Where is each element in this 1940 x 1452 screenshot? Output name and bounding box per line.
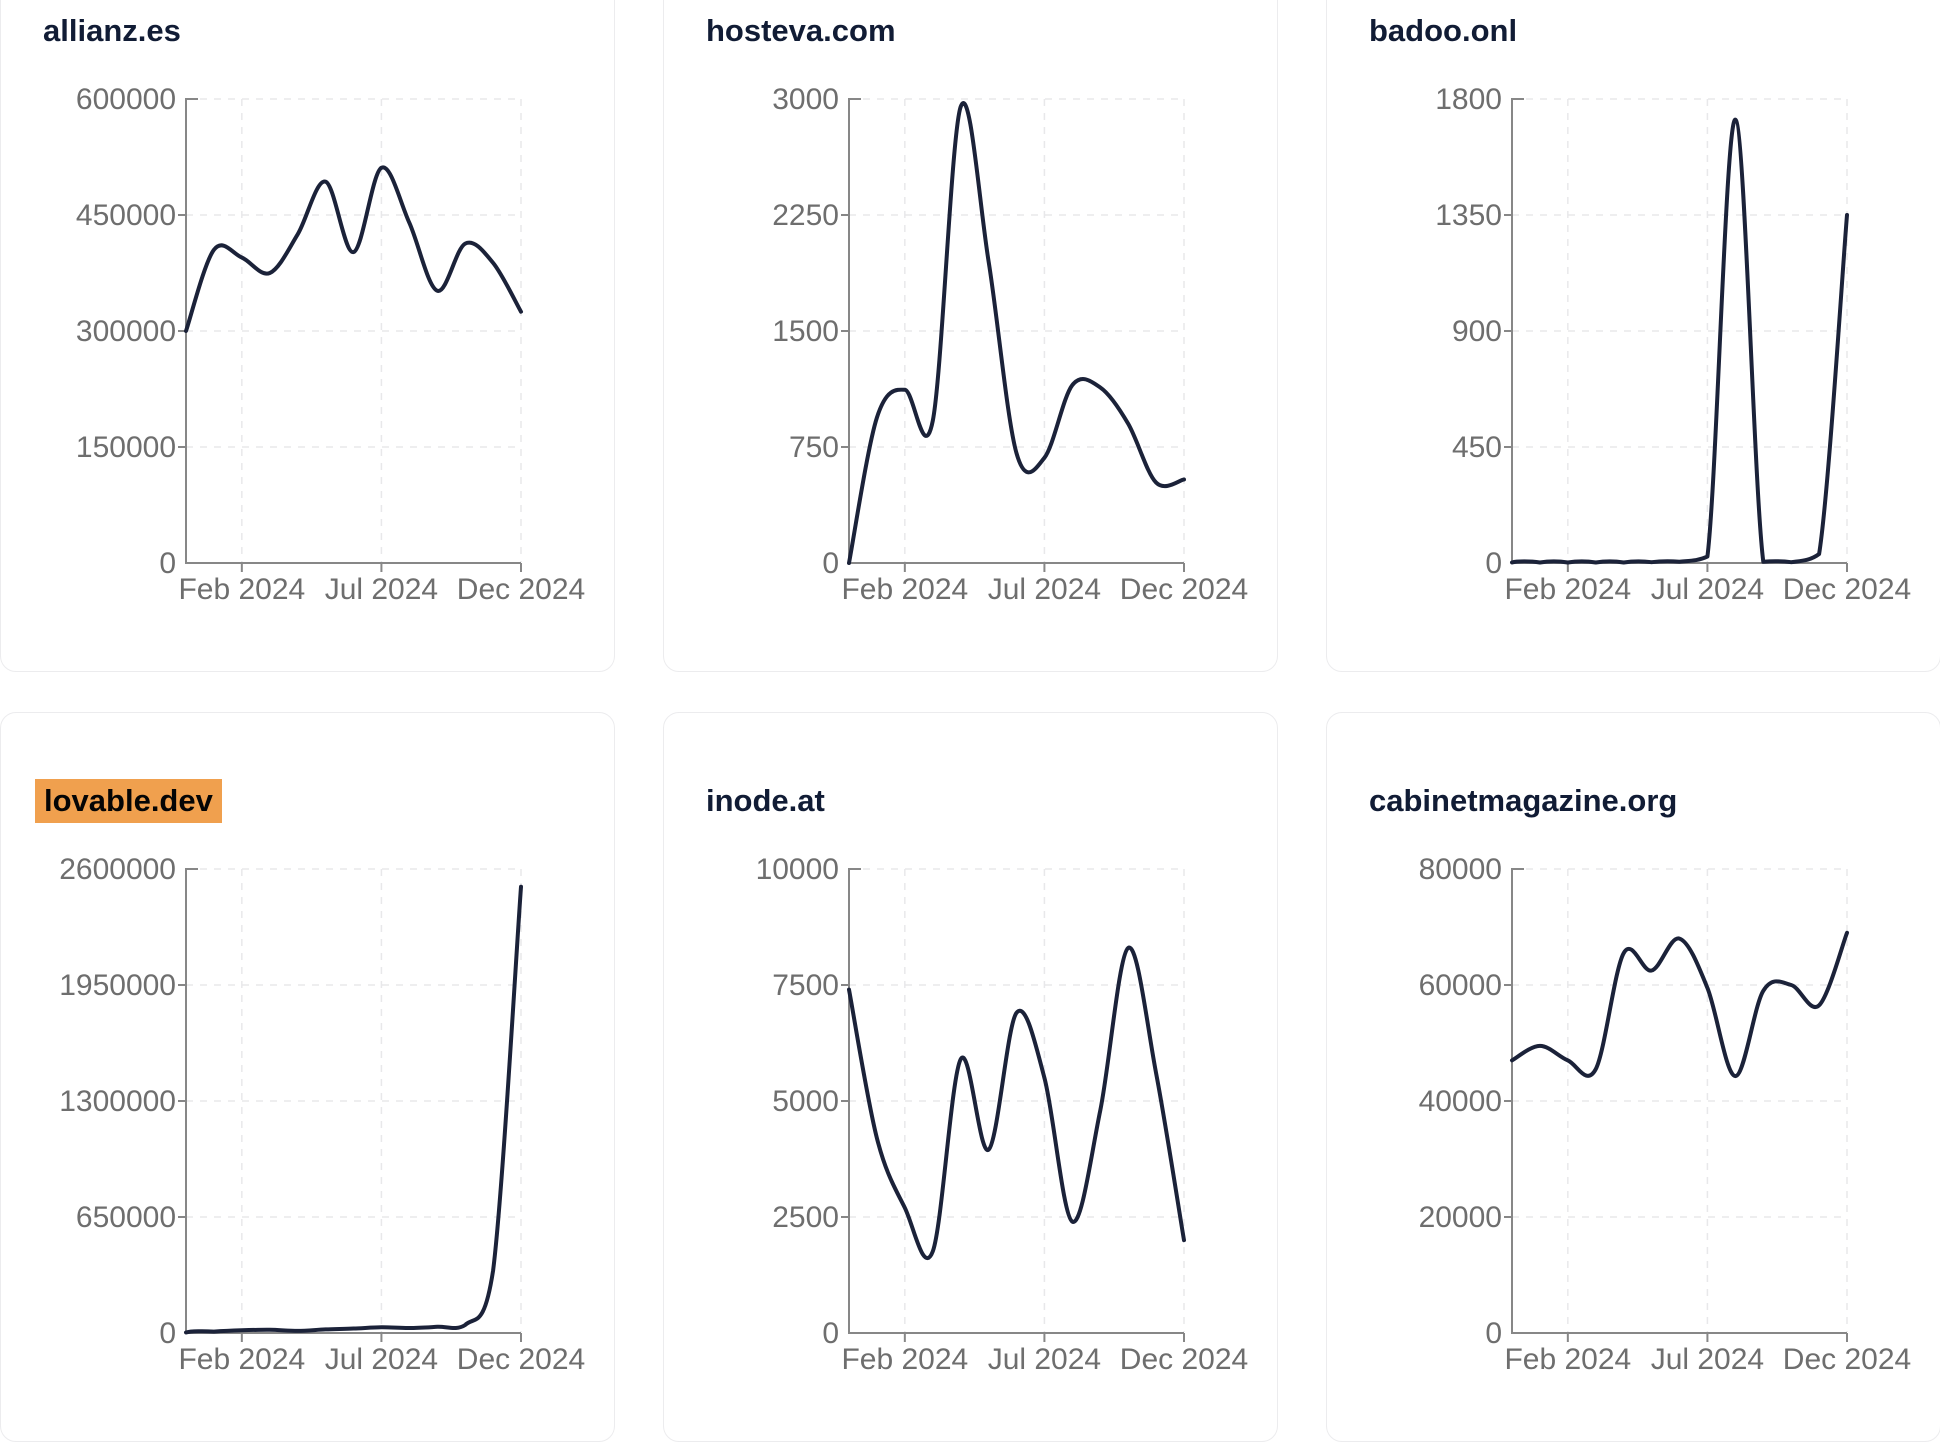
y-axis-label: 300000 [76,315,176,348]
x-axis-label: Dec 2024 [1783,573,1911,606]
chart-title: allianz.es [43,13,181,48]
x-axis-label: Jul 2024 [1651,1343,1764,1376]
chart-title: cabinetmagazine.org [1369,783,1678,818]
x-axis-label: Jul 2024 [325,1343,438,1376]
x-axis-label: Feb 2024 [178,1343,305,1376]
chart-card-hosteva-com: hosteva.com 0 750 1500 2250 3000 Feb 2024 Jul … [663,0,1278,672]
y-axis-label: 450 [1452,431,1502,464]
line-chart-badoo-onl[interactable]: 0 450 900 1350 1800 Feb 2024 Jul 2024 Dec 2024 [1327,0,1940,672]
y-axis-label: 5000 [772,1085,839,1118]
series-line [847,101,1186,565]
line-chart-hosteva-com[interactable]: 0 750 1500 2250 3000 Feb 2024 Jul 2024 Dec 2024 [664,0,1278,672]
y-axis-label: 0 [159,1317,176,1350]
x-axis-label: Feb 2024 [178,573,305,606]
y-axis-label: 40000 [1419,1085,1502,1118]
y-axis-label: 0 [822,1317,839,1350]
y-axis-label: 0 [1485,547,1502,580]
series-line [1510,930,1849,1079]
x-axis-label: Dec 2024 [1120,573,1248,606]
chart-card-inode-at: inode.at 0 2500 5000 7500 10000 Feb 2024 Jul 2… [663,712,1278,1442]
y-axis-label: 650000 [76,1201,176,1234]
y-axis-label: 1350 [1435,199,1502,232]
x-axis-label: Dec 2024 [1783,1343,1911,1376]
series-line [184,165,523,333]
series-line [847,945,1186,1261]
y-axis-label: 600000 [76,83,176,116]
y-axis-label: 3000 [772,83,839,116]
chart-card-allianz-es: allianz.es 0 150000 300000 450000 600000 Feb … [0,0,615,672]
line-chart-inode-at[interactable]: 0 2500 5000 7500 10000 Feb 2024 Jul 2024 Dec 20… [664,713,1278,1442]
chart-title-highlighted: lovable.dev [35,779,222,823]
y-axis-label: 80000 [1419,853,1502,886]
x-axis-label: Feb 2024 [841,1343,968,1376]
chart-card-cabinetmagazine-org: cabinetmagazine.org 0 20000 40000 60000 8000… [1326,712,1940,1442]
series-line [1510,117,1849,565]
line-chart-allianz-es[interactable]: 0 150000 300000 450000 600000 Feb 2024 Jul 202… [1,0,615,672]
x-axis-label: Jul 2024 [988,573,1101,606]
y-axis-label: 1500 [772,315,839,348]
y-axis-label: 7500 [772,969,839,1002]
chart-title: badoo.onl [1369,13,1518,48]
x-axis-label: Feb 2024 [841,573,968,606]
y-axis-label: 1300000 [59,1085,176,1118]
x-axis-label: Feb 2024 [1504,573,1631,606]
x-axis-label: Dec 2024 [457,1343,585,1376]
y-axis-label: 2600000 [59,853,176,886]
y-axis-label: 2500 [772,1201,839,1234]
y-axis-label: 10000 [756,853,839,886]
y-axis-label: 900 [1452,315,1502,348]
x-axis-label: Feb 2024 [1504,1343,1631,1376]
chart-title: inode.at [706,783,825,818]
y-axis-label: 450000 [76,199,176,232]
y-axis-label: 20000 [1419,1201,1502,1234]
y-axis-label: 1950000 [59,969,176,1002]
line-chart-cabinetmagazine-org[interactable]: 0 20000 40000 60000 80000 Feb 2024 Jul 2024 Dec… [1327,713,1940,1442]
line-chart-lovable-dev[interactable]: 0 650000 1300000 1950000 2600000 Feb 2024 Jul … [1,713,615,1442]
y-axis-label: 1800 [1435,83,1502,116]
x-axis-label: Jul 2024 [325,573,438,606]
y-axis-label: 0 [822,547,839,580]
y-axis-label: 150000 [76,431,176,464]
x-axis-label: Dec 2024 [1120,1343,1248,1376]
x-axis-label: Dec 2024 [457,573,585,606]
x-axis-label: Jul 2024 [988,1343,1101,1376]
x-axis-label: Jul 2024 [1651,573,1764,606]
y-axis-label: 750 [789,431,839,464]
y-axis-label: 60000 [1419,969,1502,1002]
chart-title: hosteva.com [706,13,896,48]
y-axis-label: 0 [1485,1317,1502,1350]
series-line [184,884,523,1335]
y-axis-label: 0 [159,547,176,580]
y-axis-label: 2250 [772,199,839,232]
chart-card-badoo-onl: badoo.onl 0 450 900 1350 1800 Feb 2024 Jul 202… [1326,0,1940,672]
chart-card-lovable-dev: lovable.dev 0 650000 1300000 1950000 2600000… [0,712,615,1442]
